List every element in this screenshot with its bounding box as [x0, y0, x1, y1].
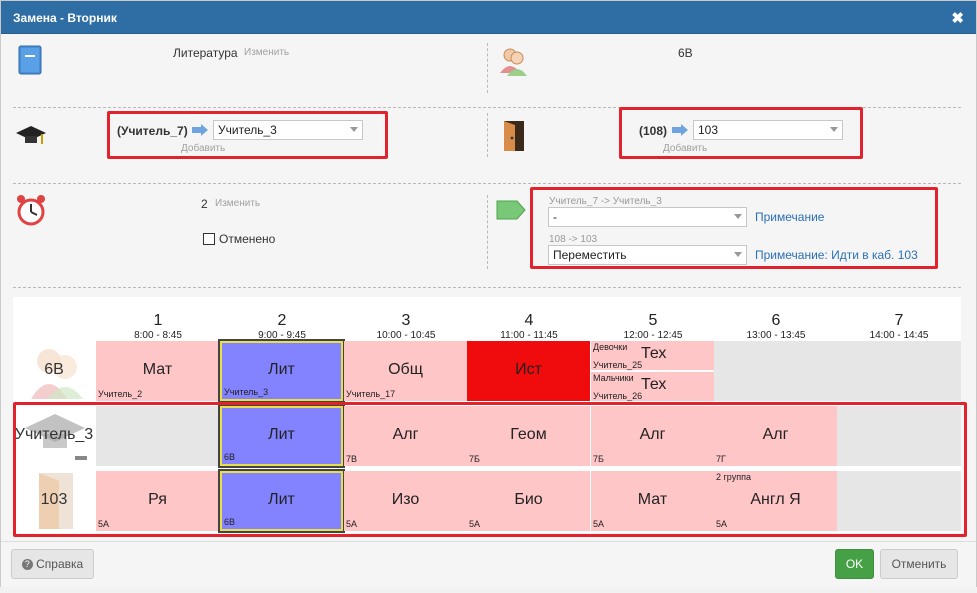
column-header: 1 8:00 - 8:45	[134, 312, 182, 341]
schedule-cell[interactable]: Общ Учитель_17	[344, 341, 467, 401]
teacher-select[interactable]: Учитель_3	[213, 120, 363, 140]
room-change-caption: 108 -> 103	[549, 234, 598, 245]
schedule-cell-split[interactable]: Девочки Тех Учитель_25	[591, 341, 714, 371]
schedule-cell-empty[interactable]	[837, 341, 961, 401]
help-button-label: Справка	[36, 557, 84, 571]
ok-button[interactable]: OK	[835, 549, 874, 579]
schedule-cell[interactable]: Ря 5А	[96, 471, 219, 531]
row-header-teacher: Учитель_3	[13, 406, 95, 466]
divider-vertical	[487, 113, 488, 157]
schedule-cell[interactable]: Мат Учитель_2	[96, 341, 219, 401]
divider-vertical	[487, 43, 488, 93]
column-header: 3 10:00 - 10:45	[376, 312, 436, 341]
teacher-note-select-value: -	[553, 210, 557, 224]
schedule-cell-empty[interactable]	[837, 406, 961, 466]
schedule-cell-empty[interactable]	[837, 471, 961, 531]
schedule-cell-conflict[interactable]: Ист	[467, 341, 590, 401]
lesson-number: 2	[201, 197, 208, 211]
schedule-cell-empty[interactable]	[714, 341, 837, 401]
close-icon[interactable]: ✖	[951, 10, 964, 27]
teacher-old: (Учитель_7)	[117, 124, 188, 138]
room-old: (108)	[639, 124, 668, 138]
arrow-right-icon	[192, 124, 208, 136]
row-class-label: 6В	[44, 361, 64, 378]
cancelled-label: Отменено	[219, 232, 276, 246]
lesson-change-link[interactable]: Изменить	[215, 198, 261, 209]
room-highlight	[619, 107, 863, 159]
divider-horizontal	[13, 183, 961, 184]
schedule-cell[interactable]: Био 5А	[467, 471, 590, 531]
divider-horizontal	[13, 107, 961, 108]
room-select[interactable]: 103	[693, 120, 843, 140]
divider-vertical	[487, 195, 488, 269]
teacher-add-link[interactable]: Добавить	[181, 143, 226, 154]
cancelled-checkbox[interactable]	[203, 233, 215, 245]
students-icon	[500, 48, 527, 76]
teacher-highlight	[107, 111, 388, 159]
schedule-highlight	[13, 402, 967, 537]
column-header: 6 13:00 - 13:45	[746, 312, 806, 341]
subject-change-link[interactable]: Изменить	[244, 47, 290, 58]
teacher-note-link[interactable]: Примечание	[755, 210, 825, 224]
subject-name: Литература	[173, 46, 238, 60]
divider-horizontal	[13, 287, 961, 288]
dialog-footer: ? Справка OK Отменить	[1, 541, 976, 587]
class-name: 6В	[678, 46, 693, 60]
chevron-down-icon	[734, 252, 742, 257]
book-icon	[18, 45, 42, 75]
room-select-value: 103	[698, 123, 719, 137]
schedule-cell[interactable]: Алг 7В	[344, 406, 467, 466]
schedule-cell[interactable]: Мат 5А	[591, 471, 714, 531]
help-button[interactable]: ? Справка	[11, 549, 94, 579]
chevron-down-icon	[734, 214, 742, 219]
cancel-button[interactable]: Отменить	[880, 549, 958, 579]
column-header: 7 14:00 - 14:45	[869, 312, 929, 341]
schedule-cell-selected[interactable]: Лит 6В	[220, 471, 343, 531]
teacher-change-caption: Учитель_7 -> Учитель_3	[549, 196, 662, 207]
schedule-cell-split[interactable]: Мальчики Тех Учитель_26	[591, 372, 714, 401]
schedule-cell-empty[interactable]	[96, 406, 219, 466]
column-header: 2 9:00 - 9:45	[258, 312, 306, 341]
teacher-note-select[interactable]: -	[548, 207, 747, 227]
room-add-link[interactable]: Добавить	[663, 143, 708, 154]
room-note-link[interactable]: Примечание: Идти в каб. 103	[755, 248, 918, 262]
schedule-cell[interactable]: Алг 7Б	[591, 406, 714, 466]
chevron-down-icon	[830, 127, 838, 132]
graduation-cap-icon	[25, 414, 87, 460]
row-header-class: 6В	[13, 341, 95, 401]
graduation-cap-icon	[16, 126, 46, 144]
row-room-label: 103	[40, 491, 68, 508]
schedule-cell[interactable]: Алг 7Г	[714, 406, 837, 466]
door-icon	[504, 121, 524, 151]
teacher-select-value: Учитель_3	[218, 123, 277, 137]
notes-highlight	[530, 187, 938, 269]
arrow-right-icon	[672, 124, 688, 136]
dialog-title: Замена - Вторник	[13, 11, 117, 25]
row-teacher-label: Учитель_3	[14, 426, 94, 443]
tag-icon	[496, 200, 526, 220]
schedule-cell[interactable]: 2 группа Англ Я 5А	[714, 471, 837, 531]
chevron-down-icon	[350, 127, 358, 132]
schedule-cell-selected[interactable]: Лит 6В	[220, 406, 343, 466]
door-icon	[39, 473, 73, 529]
dialog-titlebar: Замена - Вторник ✖	[1, 1, 976, 34]
question-icon: ?	[21, 559, 33, 571]
room-note-select-value: Переместить	[553, 248, 627, 262]
students-icon	[31, 349, 83, 399]
schedule-cell[interactable]: Изо 5А	[344, 471, 467, 531]
schedule-cell[interactable]: Геом 7Б	[467, 406, 590, 466]
room-note-select[interactable]: Переместить	[548, 245, 747, 265]
alarm-clock-icon	[17, 195, 45, 226]
column-header: 4 11:00 - 11:45	[500, 312, 558, 341]
row-header-room: 103	[13, 471, 95, 531]
schedule-cell-selected[interactable]: Лит Учитель_3	[220, 341, 343, 401]
column-header: 5 12:00 - 12:45	[623, 312, 683, 341]
